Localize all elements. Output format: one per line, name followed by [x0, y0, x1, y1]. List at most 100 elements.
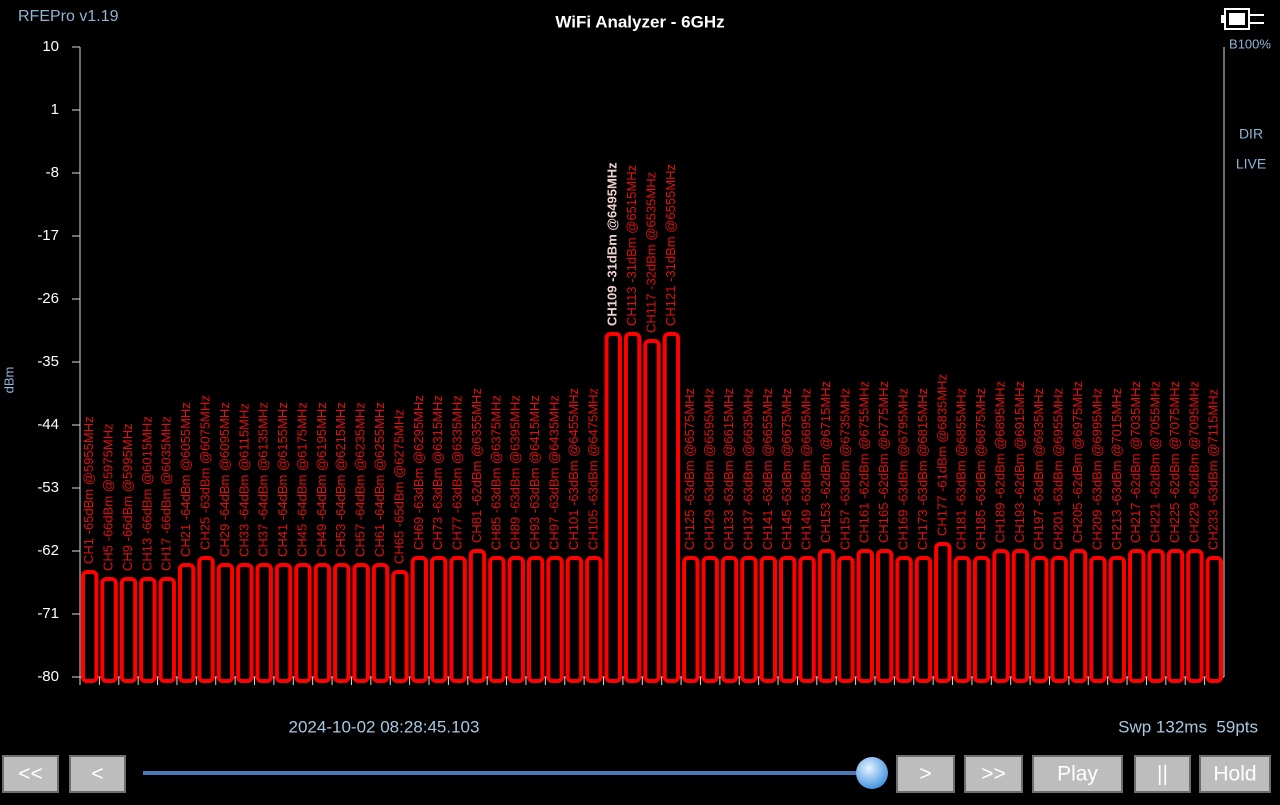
bar-label: CH9 -66dBm @5995MHz: [120, 423, 135, 571]
timestamp: 2024-10-02 08:28:45.103: [289, 717, 480, 736]
status: LIVE: [1236, 156, 1266, 172]
bar: [875, 549, 894, 683]
button[interactable]: [69, 755, 126, 793]
y-tick-label: -17: [37, 227, 59, 244]
bar: [914, 556, 933, 683]
bar: [643, 339, 661, 683]
bar: [313, 563, 332, 683]
button-label[interactable]: >>: [981, 763, 1006, 786]
bar: [468, 549, 487, 683]
bar-label: CH85 -63dBm @6375MHz: [488, 395, 503, 550]
bar: [1050, 556, 1068, 683]
bar-label: CH121 -31dBm @6555MHz: [663, 164, 678, 326]
bar-label: CH1 -65dBm @5955MHz: [81, 416, 96, 564]
button-label[interactable]: Hold: [1213, 763, 1256, 786]
button[interactable]: [964, 755, 1023, 793]
bar: [255, 563, 273, 683]
bar-label: CH5 -66dBm @5975MHz: [101, 423, 116, 571]
bar: [682, 556, 700, 683]
button[interactable]: [896, 755, 955, 793]
button[interactable]: [2, 755, 59, 793]
bar-label: CH105 -63dBm @6475MHz: [585, 388, 600, 550]
bar: [100, 577, 118, 683]
bar-label: CH165 -62dBm @6775MHz: [876, 381, 891, 543]
bar: [546, 556, 564, 683]
y-tick-label: -53: [37, 479, 59, 496]
slider-knob[interactable]: [856, 757, 888, 789]
bar-label: CH145 -63dBm @6675MHz: [779, 388, 794, 550]
mode: DIR: [1239, 126, 1263, 142]
bar-label: CH137 -63dBm @6635MHz: [740, 388, 755, 550]
bar: [410, 556, 429, 683]
bar: [526, 556, 545, 683]
bar-label: CH109 -31dBm @6495MHz: [605, 162, 620, 326]
bar: [779, 556, 797, 683]
bar: [798, 556, 816, 683]
bar: [430, 556, 448, 683]
bar-label: CH65 -65dBm @6275MHz: [391, 409, 406, 564]
button-label[interactable]: Play: [1057, 763, 1098, 786]
y-tick-label: -62: [37, 542, 59, 559]
bar-label: CH153 -62dBm @6715MHz: [818, 381, 833, 543]
bar-label: CH93 -63dBm @6415MHz: [527, 395, 542, 550]
button-label[interactable]: ||: [1157, 763, 1168, 786]
button-label[interactable]: <: [91, 763, 103, 786]
bar-label: CH209 -63dBm @6995MHz: [1089, 388, 1104, 550]
bar: [992, 549, 1010, 683]
bar: [1186, 549, 1204, 683]
chart-title: WiFi Analyzer - 6GHz: [555, 12, 724, 31]
button-bar: << < > >> Play || Hold: [2, 755, 1271, 793]
bar: [972, 556, 991, 683]
bar: [1069, 549, 1088, 683]
bar-label: CH193 -62dBm @6915MHz: [1012, 381, 1027, 543]
bar-label: CH181 -63dBm @6855MHz: [954, 388, 969, 550]
bar-label: CH33 -64dBm @6115MHz: [236, 403, 251, 557]
bar-label: CH101 -63dBm @6455MHz: [566, 388, 581, 550]
button[interactable]: [1032, 755, 1123, 793]
bar: [604, 332, 622, 683]
bar: [623, 332, 642, 683]
bar-label: CH149 -63dBm @6695MHz: [799, 388, 814, 550]
bar: [119, 577, 138, 683]
bar-label: CH117 -32dBm @6535MHz: [643, 172, 658, 333]
sweep-info: Swp 132ms 59pts: [1118, 717, 1258, 736]
bar: [701, 556, 719, 683]
bar: [236, 563, 254, 683]
bar: [1128, 549, 1146, 683]
bar: [294, 563, 312, 683]
bar: [662, 332, 681, 683]
bar: [856, 549, 874, 683]
bar-label: CH73 -63dBm @6315MHz: [430, 395, 445, 550]
bar: [139, 577, 157, 683]
y-tick-label: -44: [37, 416, 59, 433]
button[interactable]: [1134, 755, 1191, 793]
bar-label: CH113 -31dBm @6515MHz: [624, 165, 639, 326]
bar-label: CH205 -62dBm @6975MHz: [1070, 381, 1085, 543]
battery-level: B100%: [1229, 36, 1271, 51]
bar-label: CH141 -63dBm @6655MHz: [760, 388, 775, 550]
bar: [895, 556, 913, 683]
bar: [1011, 549, 1030, 683]
bar-label: CH81 -62dBm @6355MHz: [469, 388, 484, 543]
bar-label: CH21 -64dBm @6055MHz: [178, 402, 193, 557]
bar: [740, 556, 758, 683]
bar-label: CH197 -63dBm @6935MHz: [1031, 388, 1046, 550]
bar: [720, 556, 739, 683]
y-axis-label: dBm: [1, 367, 16, 394]
bar-label: CH53 -64dBm @6215MHz: [333, 402, 348, 557]
bar-label: CH225 -62dBm @7075MHz: [1167, 381, 1182, 543]
bar: [1166, 549, 1185, 683]
button[interactable]: [1199, 755, 1271, 793]
bar-label: CH97 -63dBm @6435MHz: [546, 395, 561, 550]
bar-label: CH37 -64dBm @6135MHz: [256, 402, 271, 557]
bar: [837, 556, 855, 683]
y-tick-label: -71: [37, 605, 59, 622]
bar: [197, 556, 215, 683]
button-label[interactable]: >: [919, 763, 931, 786]
bar-label: CH173 -63dBm @6815MHz: [915, 388, 930, 550]
bar-label: CH17 -66dBm @6035MHz: [159, 416, 174, 571]
bar: [216, 563, 235, 683]
button-label[interactable]: <<: [18, 763, 43, 786]
